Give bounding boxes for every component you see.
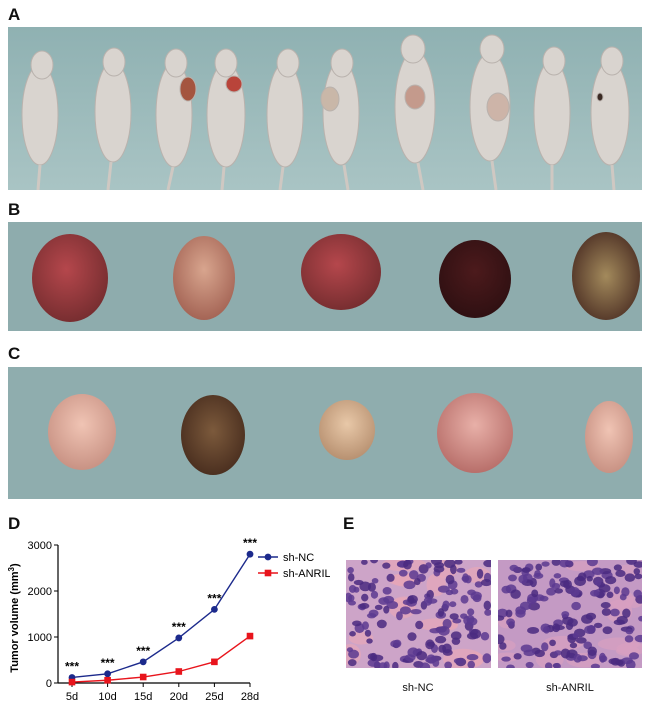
legend-marker-sh-anril: [264, 569, 272, 577]
point-sh-anril-2: [139, 673, 147, 681]
panel-label-c: C: [8, 344, 21, 363]
tumor-volume-chart: 0 1000 2000 3000 5d 10d 15d 20d 25d 28d *** *** ***…: [7, 536, 330, 703]
histology-caption-sh-nc: sh-NC: [402, 682, 434, 694]
x-tick-label-2: 15d: [134, 691, 152, 703]
point-sh-nc-2: [139, 658, 147, 666]
mouse-9: [533, 46, 571, 190]
panel-label-b: B: [8, 200, 21, 219]
significance-annotation-5: ***: [243, 536, 257, 550]
y-tick-label-3: 3000: [28, 540, 52, 552]
series-line-sh-nc: [71, 553, 251, 679]
mouse-6: [320, 48, 360, 190]
legend-label-sh-nc: sh-NC: [283, 552, 314, 564]
point-sh-nc-4: [211, 606, 218, 613]
mouse-8: [469, 34, 511, 190]
point-sh-anril-5: [246, 632, 254, 640]
histology-image-sh-nc: [346, 560, 491, 668]
histology-image-sh-anril: [498, 560, 642, 668]
point-sh-anril-1: [104, 676, 111, 684]
x-tick-label-4: 25d: [205, 691, 223, 703]
mouse-4: [206, 48, 246, 190]
series-line-sh-anril: [71, 635, 251, 683]
histology-caption-sh-anril: sh-ANRIL: [546, 682, 594, 694]
x-tick-label-5: 28d: [241, 691, 259, 703]
mice-photo: [8, 27, 642, 190]
y-tick-label-2: 2000: [28, 586, 52, 598]
tumor-b-3: [301, 234, 381, 310]
mouse-5: [266, 48, 304, 190]
mouse-7: [394, 34, 436, 190]
mouse-3: [155, 48, 197, 190]
y-axis-label: Tumor volume (mm3): [7, 563, 21, 673]
significance-annotation-2: ***: [136, 644, 150, 658]
panel-label-e: E: [343, 514, 355, 533]
panel-label-d: D: [8, 514, 21, 533]
point-sh-anril-4: [211, 658, 218, 666]
tumor-c-1: [48, 394, 116, 470]
tumor-b-4: [439, 240, 511, 318]
tumor-b-1: [32, 234, 108, 322]
y-tick-label-0: 0: [46, 678, 52, 690]
mouse-10: [590, 46, 630, 190]
significance-annotation-4: ***: [207, 591, 221, 605]
tumor-c-2: [181, 395, 245, 475]
x-tick-label-3: 20d: [170, 691, 188, 703]
point-sh-nc-1: [104, 670, 111, 678]
tumor-c-4: [437, 393, 513, 473]
point-sh-anril-3: [175, 668, 183, 675]
tumors-photo-b: [8, 222, 642, 331]
significance-annotation-1: ***: [101, 656, 115, 670]
x-tick-label-1: 10d: [98, 691, 116, 703]
significance-annotation-3: ***: [172, 620, 186, 634]
point-sh-nc-5: [246, 550, 254, 558]
legend-marker-sh-nc: [264, 553, 272, 561]
tumor-c-5: [585, 401, 633, 473]
mouse-2: [94, 47, 132, 190]
mouse-1: [21, 50, 59, 190]
tumor-b-2: [173, 236, 235, 320]
tumor-c-3: [319, 400, 375, 460]
y-tick-label-1: 1000: [28, 632, 52, 644]
panel-label-a: A: [8, 5, 21, 24]
tumors-photo-c: [8, 367, 642, 499]
point-sh-anril-0: [68, 678, 76, 686]
tumor-b-5: [572, 232, 640, 320]
x-tick-label-0: 5d: [66, 691, 78, 703]
point-sh-nc-3: [175, 634, 183, 642]
legend-label-sh-anril: sh-ANRIL: [283, 568, 330, 580]
significance-annotation-0: ***: [65, 659, 79, 673]
